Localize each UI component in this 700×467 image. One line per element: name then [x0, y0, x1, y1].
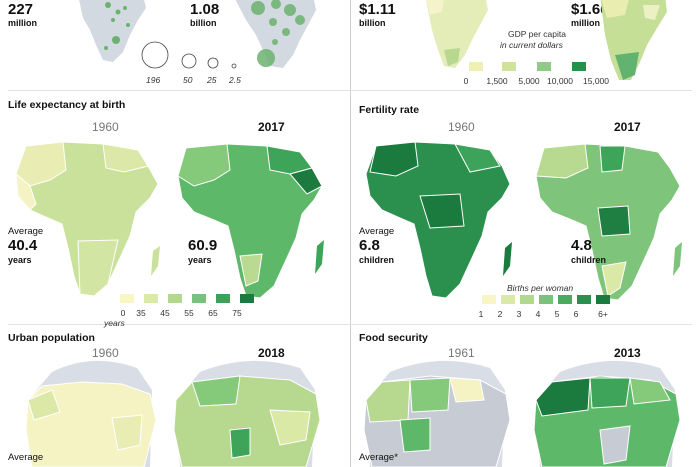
life-legend-unit: years	[104, 318, 125, 328]
population-2017-value: 1.08	[190, 1, 220, 18]
gdp-1960-value: $1.11	[359, 1, 396, 18]
gdp-tick-0: 0	[463, 76, 469, 86]
urban-avg-label: Average	[8, 452, 44, 463]
legend-bubble-25	[207, 57, 219, 69]
fertility-avg-unit-1960: children	[359, 255, 395, 265]
population-1960-unit: million	[8, 18, 37, 28]
urban-year-1960: 1960	[92, 346, 119, 360]
food-map-2013	[533, 360, 681, 467]
gdp-swatch-0	[469, 62, 483, 71]
food-year-1961: 1961	[448, 346, 475, 360]
section-divider	[8, 324, 692, 325]
life-tick-75: 75	[232, 308, 242, 318]
life-avg-unit-2017: years	[188, 255, 212, 265]
bubble-label-196: 196	[146, 75, 161, 85]
fertility-swatch-4	[539, 295, 553, 304]
fertility-tick-1: 1	[478, 309, 484, 319]
life-tick-0: 0	[120, 308, 126, 318]
fertility-map-1960	[365, 141, 512, 299]
bubble-label-50: 50	[183, 75, 193, 85]
fertility-tick-6plus: 6+	[598, 309, 608, 319]
life-swatch-5	[240, 294, 254, 303]
fertility-swatch-3	[520, 295, 534, 304]
panel-title-food-security: Food security	[359, 332, 428, 344]
urban-year-2018: 2018	[258, 346, 285, 360]
fertility-avg-value-2017: 4.8	[571, 237, 592, 254]
legend-bubble-2.5	[231, 63, 237, 69]
urban-map-1960	[25, 360, 157, 467]
fertility-avg-value-1960: 6.8	[359, 237, 380, 254]
fertility-tick-4: 4	[535, 309, 541, 319]
fertility-swatch-6plus	[596, 295, 610, 304]
legend-bubble-50	[181, 53, 197, 69]
life-year-2017: 2017	[258, 120, 285, 134]
bubble-label-2.5: 2.5	[229, 75, 241, 85]
life-tick-45: 45	[160, 308, 170, 318]
gdp-1960-unit: billion	[359, 18, 386, 28]
life-swatch-1	[144, 294, 158, 303]
gdp-legend-title: GDP per capita	[508, 29, 566, 39]
fertility-swatch-1	[482, 295, 496, 304]
column-divider	[350, 0, 351, 467]
gdp-legend-subtitle: in current dollars	[500, 40, 563, 50]
fertility-tick-2: 2	[497, 309, 503, 319]
panel-title-life-expectancy: Life expectancy at birth	[8, 99, 126, 111]
section-divider	[8, 90, 692, 91]
fertility-legend-title: Births per woman	[507, 283, 574, 293]
fertility-swatch-6	[577, 295, 591, 304]
gdp-map-1960	[426, 0, 488, 68]
gdp-swatch-2	[537, 62, 551, 71]
food-year-2013: 2013	[614, 346, 641, 360]
fertility-year-1960: 1960	[448, 120, 475, 134]
panel-title-fertility-rate: Fertility rate	[359, 104, 420, 116]
life-swatch-3	[192, 294, 206, 303]
fertility-avg-label-1960: Average	[359, 226, 395, 237]
population-map-1960	[79, 0, 146, 62]
panel-title-urban-population: Urban population	[8, 332, 95, 344]
bubble-size-legend	[141, 41, 237, 69]
life-avg-value-1960: 40.4	[8, 237, 38, 254]
life-swatch-4	[216, 294, 230, 303]
fertility-swatch-2	[501, 295, 515, 304]
gdp-tick-1: 1,500	[486, 76, 508, 86]
life-map-2017	[177, 143, 324, 299]
life-tick-55: 55	[184, 308, 194, 318]
life-swatch-2	[168, 294, 182, 303]
life-avg-label-1960: Average	[8, 226, 44, 237]
life-avg-unit-1960: years	[8, 255, 32, 265]
fertility-year-2017: 2017	[614, 120, 641, 134]
life-tick-35: 35	[136, 308, 146, 318]
gdp-tick-4: 15,000	[583, 76, 609, 86]
gdp-tick-2: 5,000	[518, 76, 540, 86]
fertility-map-2017	[535, 143, 682, 301]
fertility-avg-unit-2017: children	[571, 255, 607, 265]
population-2017-unit: billion	[190, 18, 217, 28]
fertility-tick-6: 6	[573, 309, 579, 319]
fertility-tick-3: 3	[516, 309, 522, 319]
gdp-swatch-1	[502, 62, 516, 71]
life-year-1960: 1960	[92, 120, 119, 134]
life-swatch-0	[120, 294, 134, 303]
fertility-swatch-5	[558, 295, 572, 304]
fertility-tick-5: 5	[554, 309, 560, 319]
gdp-2017-unit: million	[571, 18, 600, 28]
legend-bubble-196	[141, 41, 169, 69]
life-map-1960	[15, 141, 160, 297]
food-map-1961	[363, 360, 511, 467]
gdp-tick-3: 10,000	[547, 76, 573, 86]
population-map-2017	[235, 0, 316, 68]
bubble-label-25: 25	[207, 75, 217, 85]
food-avg-label: Average*	[359, 452, 398, 463]
gdp-2017-value: $1.66	[571, 1, 609, 18]
gdp-map-2017	[600, 0, 667, 80]
population-1960-value: 227	[8, 1, 34, 18]
gdp-swatch-3	[572, 62, 586, 71]
urban-map-2018	[173, 360, 321, 467]
life-tick-65: 65	[208, 308, 218, 318]
life-avg-value-2017: 60.9	[188, 237, 218, 254]
